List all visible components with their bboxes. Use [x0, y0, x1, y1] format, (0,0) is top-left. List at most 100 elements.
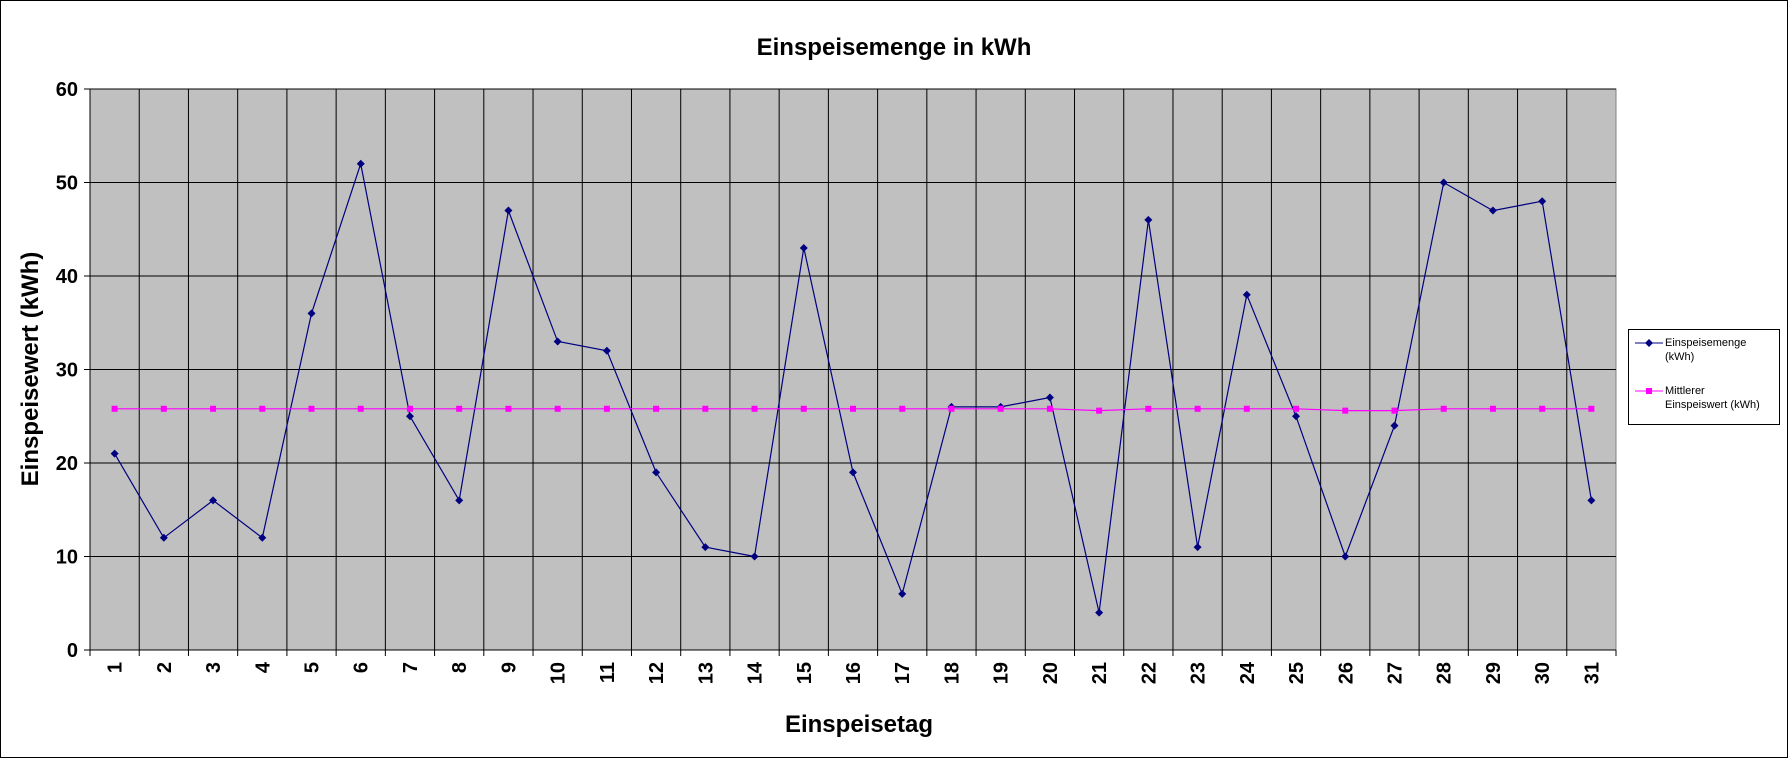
grid-lines	[90, 88, 1616, 650]
x-tick-label: 27	[1384, 662, 1406, 684]
x-tick-label: 19	[991, 662, 1013, 684]
y-tick-label: 50	[56, 173, 78, 195]
data-point-diamond	[849, 468, 857, 477]
series-layer	[110, 159, 1596, 617]
data-point-diamond	[1095, 608, 1104, 617]
y-axis-label: Einspeisewert (kWh)	[17, 252, 44, 487]
data-point-square	[210, 405, 217, 412]
data-point-diamond	[1292, 412, 1301, 421]
data-point-square	[1440, 405, 1447, 412]
data-point-diamond	[1144, 215, 1153, 224]
y-tick-label: 60	[56, 79, 78, 101]
x-tick-label: 17	[892, 662, 914, 684]
data-point-diamond	[898, 589, 907, 598]
y-tick-label: 10	[56, 547, 78, 569]
data-point-diamond	[356, 159, 365, 168]
data-point-square	[1194, 405, 1201, 412]
x-tick-label: 30	[1532, 662, 1554, 684]
data-point-square	[1391, 407, 1398, 414]
x-tick-label: 1	[105, 662, 127, 673]
data-point-diamond	[307, 309, 316, 318]
data-point-square	[1096, 407, 1103, 414]
legend-swatch-square	[1633, 384, 1665, 398]
legend: Einspeisemenge (kWh) Mittlerer Einspeisw…	[1628, 329, 1780, 425]
data-point-square	[751, 405, 758, 412]
data-point-diamond	[455, 496, 464, 505]
data-point-square	[111, 405, 118, 412]
data-point-diamond	[209, 496, 218, 505]
legend-entry-mittlerer: Mittlerer Einspeiswert (kWh)	[1633, 384, 1777, 412]
data-point-diamond	[602, 346, 611, 355]
x-tick-label: 13	[695, 662, 717, 684]
data-point-diamond	[701, 543, 710, 552]
y-tick-label: 30	[56, 360, 78, 382]
x-tick-label: 26	[1335, 662, 1357, 684]
x-tick-label: 8	[449, 662, 471, 673]
data-point-diamond	[1439, 178, 1448, 187]
data-point-square	[505, 405, 512, 412]
y-tick-label: 20	[56, 453, 78, 475]
x-tick-label: 12	[646, 662, 668, 684]
legend-swatch-diamond	[1633, 336, 1665, 350]
data-point-square	[1046, 405, 1053, 412]
x-tick-label: 14	[745, 661, 767, 684]
data-point-diamond	[799, 243, 808, 252]
data-point-square	[1489, 405, 1496, 412]
legend-label-1a: Einspeisemenge	[1665, 337, 1747, 349]
x-tick-label: 4	[252, 661, 274, 673]
legend-label-2a: Mittlerer	[1665, 385, 1705, 397]
x-tick-label: 28	[1434, 662, 1456, 684]
data-point-diamond	[1488, 206, 1497, 215]
x-tick-label: 29	[1483, 662, 1505, 684]
y-tick-label: 0	[67, 640, 78, 662]
data-point-square	[357, 405, 364, 412]
data-point-square	[997, 405, 1004, 412]
data-point-square	[653, 405, 660, 412]
y-tick-label: 40	[56, 266, 78, 288]
data-point-square	[850, 405, 856, 412]
x-tick-label: 22	[1138, 662, 1160, 684]
data-point-diamond	[1193, 543, 1202, 552]
x-tick-label: 10	[548, 662, 570, 684]
data-point-square	[1342, 407, 1349, 414]
data-point-diamond	[750, 552, 759, 561]
data-point-square	[406, 405, 413, 412]
data-point-square	[1293, 405, 1300, 412]
data-point-square	[1588, 405, 1595, 412]
x-tick-label: 24	[1237, 661, 1259, 684]
data-point-square	[456, 405, 463, 412]
chart-title: Einspeisemenge in kWh	[757, 34, 1032, 61]
x-tick-label: 11	[597, 662, 619, 683]
data-point-square	[800, 405, 807, 412]
x-tick-label: 2	[154, 662, 176, 673]
x-tick-label: 6	[351, 662, 373, 673]
x-axis-label: Einspeisetag	[785, 711, 933, 738]
data-point-diamond	[553, 337, 562, 346]
x-tick-label: 3	[203, 662, 225, 673]
data-point-diamond	[405, 412, 414, 421]
data-point-diamond	[1341, 552, 1350, 561]
data-point-square	[702, 405, 709, 412]
data-point-diamond	[1587, 496, 1596, 505]
data-point-diamond	[159, 533, 168, 542]
data-point-square	[603, 405, 610, 412]
x-tick-label: 20	[1040, 662, 1062, 684]
data-point-square	[259, 405, 266, 412]
data-point-diamond	[258, 533, 267, 542]
data-point-square	[1539, 405, 1546, 412]
x-tick-label: 23	[1188, 662, 1210, 684]
data-point-square	[1145, 405, 1152, 412]
legend-entry-einspeisemenge: Einspeisemenge (kWh)	[1633, 336, 1777, 364]
data-point-diamond	[1242, 290, 1251, 299]
x-tick-label: 5	[302, 662, 324, 673]
x-tick-label: 18	[941, 662, 963, 684]
x-tick-label: 31	[1581, 662, 1603, 684]
data-point-square	[899, 405, 906, 412]
x-tick-label: 25	[1286, 662, 1308, 684]
x-tick-label: 15	[794, 662, 816, 684]
data-point-diamond	[652, 468, 661, 477]
data-point-square	[308, 405, 315, 412]
